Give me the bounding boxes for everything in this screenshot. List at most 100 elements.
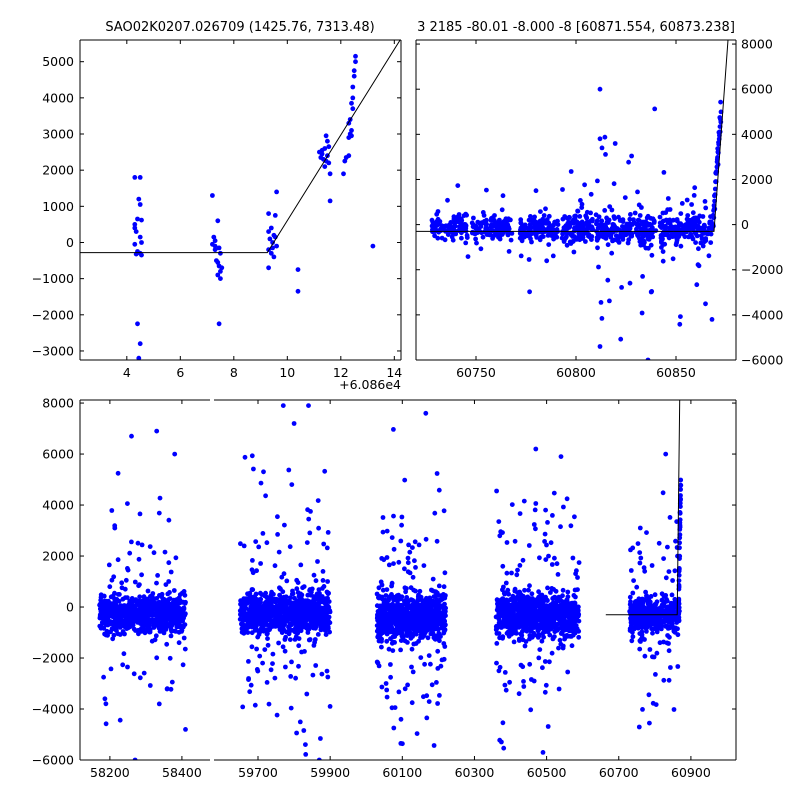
data-point: [398, 716, 404, 722]
data-point: [309, 619, 314, 625]
y-tick-label: −2000: [32, 651, 74, 666]
data-point: [432, 233, 437, 239]
data-point: [160, 601, 166, 607]
data-point: [541, 213, 547, 218]
data-point: [132, 225, 138, 231]
data-point: [114, 618, 119, 624]
data-point: [398, 647, 403, 653]
data-point: [535, 596, 540, 602]
data-point: [604, 215, 609, 221]
data-point: [563, 623, 569, 629]
data-point: [350, 106, 356, 112]
data-point: [326, 144, 332, 150]
data-point: [545, 724, 551, 729]
data-point: [151, 550, 157, 556]
data-point: [464, 233, 470, 238]
y-tick-label: 0: [66, 235, 74, 250]
data-point: [500, 635, 505, 641]
data-point: [320, 569, 326, 574]
data-point: [549, 562, 555, 567]
data-point: [283, 664, 288, 670]
data-point: [533, 232, 539, 238]
data-point: [349, 133, 354, 139]
data-point: [117, 632, 123, 637]
data-point: [238, 541, 243, 547]
data-point: [576, 231, 582, 237]
data-point: [139, 240, 144, 245]
data-point: [277, 627, 283, 632]
x-tick-label: 4: [123, 365, 131, 380]
data-point: [120, 629, 126, 634]
data-point: [594, 221, 599, 227]
data-point: [280, 644, 286, 650]
data-point: [137, 175, 143, 180]
data-point: [138, 602, 144, 608]
data-point: [673, 230, 679, 235]
data-point: [515, 616, 520, 622]
data-point: [283, 598, 289, 603]
data-point: [381, 557, 387, 563]
data-point: [459, 235, 464, 241]
data-point: [305, 592, 311, 598]
data-point: [413, 631, 419, 637]
data-point: [394, 603, 400, 608]
data-point: [622, 226, 628, 232]
data-point: [511, 639, 517, 645]
data-point: [640, 274, 645, 279]
panel-bottom-right: 59700 59900 60100 60300 60500 60700 60900: [214, 399, 737, 780]
data-point: [426, 653, 432, 658]
data-point: [396, 559, 402, 565]
data-point: [249, 624, 255, 630]
data-point: [553, 588, 559, 594]
data-point: [525, 599, 531, 604]
data-point: [305, 630, 311, 635]
data-point: [240, 704, 246, 710]
data-point: [168, 633, 174, 639]
data-point: [595, 245, 600, 251]
data-point: [492, 213, 497, 218]
data-point: [561, 504, 566, 510]
data-point: [391, 725, 397, 731]
data-point: [671, 217, 676, 223]
data-point: [378, 624, 383, 630]
data-point: [410, 669, 416, 675]
data-point: [696, 219, 702, 225]
data-point: [517, 601, 522, 607]
data-point: [496, 620, 502, 626]
data-point: [254, 568, 259, 574]
data-point: [309, 623, 315, 628]
data-point: [317, 591, 322, 596]
data-point: [494, 660, 499, 666]
data-point: [424, 715, 430, 721]
data-point: [264, 631, 270, 637]
data-point: [132, 757, 138, 760]
x-tick-label: 12: [333, 365, 349, 380]
data-point: [395, 621, 401, 627]
data-point: [118, 603, 124, 608]
data-point: [136, 631, 141, 637]
data-point: [313, 578, 319, 584]
data-point: [287, 637, 293, 642]
data-point: [637, 213, 643, 218]
data-point: [115, 606, 121, 612]
data-point: [550, 596, 556, 601]
data-point: [147, 544, 153, 549]
data-point: [264, 680, 270, 685]
data-point: [564, 234, 569, 240]
data-point: [103, 701, 109, 707]
data-point: [566, 225, 572, 230]
data-point: [282, 648, 288, 654]
data-point: [537, 647, 543, 652]
data-point: [416, 620, 422, 626]
data-point: [504, 618, 510, 624]
data-point: [307, 604, 313, 610]
data-point: [106, 611, 111, 617]
data-point: [265, 607, 270, 612]
data-point: [611, 223, 616, 229]
data-point: [574, 608, 579, 613]
data-point: [305, 507, 310, 513]
data-point: [564, 215, 570, 221]
data-point: [702, 224, 707, 229]
data-point: [326, 619, 331, 625]
data-point: [536, 589, 541, 595]
